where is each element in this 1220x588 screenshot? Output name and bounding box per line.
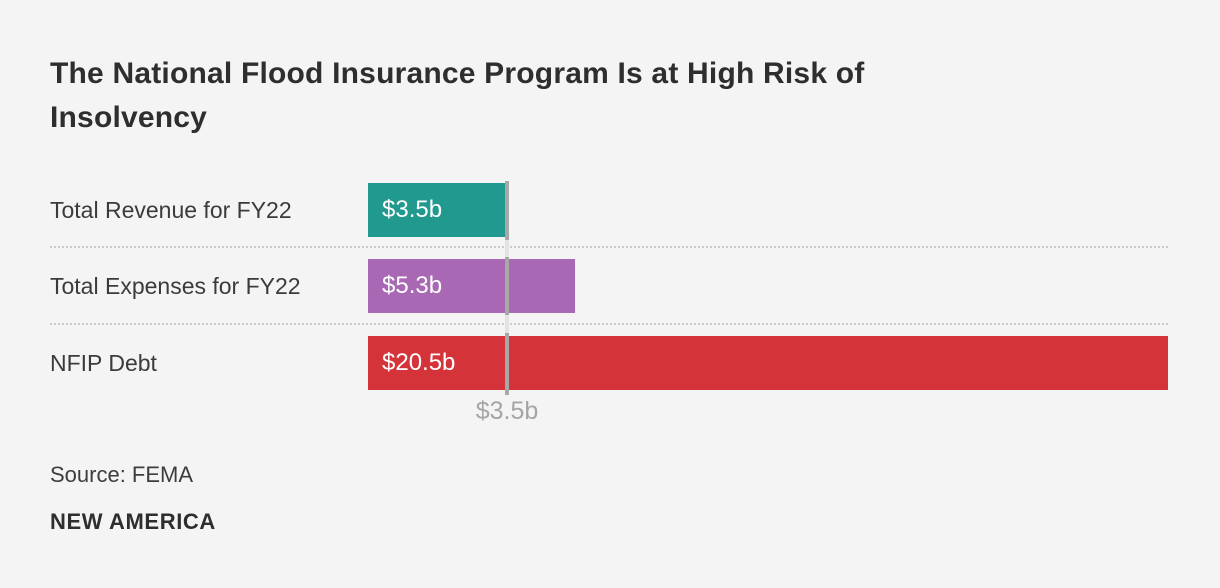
bar-total-expenses: $5.3b — [368, 259, 575, 313]
bar-value-total-expenses: $5.3b — [382, 272, 443, 299]
bar-value-nfip-debt: $20.5b — [382, 349, 456, 376]
bar-row-total-expenses: Total Expenses for FY22 $5.3b — [0, 259, 1220, 313]
row-separator — [50, 246, 1168, 248]
reference-line-segment — [505, 257, 509, 315]
row-separator — [50, 323, 1168, 325]
reference-line-segment — [505, 181, 509, 240]
bar-total-revenue: $3.5b — [368, 183, 505, 237]
reference-line-segment — [505, 333, 509, 395]
reference-line-label: $3.5b — [475, 397, 539, 425]
bar-label-total-expenses: Total Expenses for FY22 — [50, 273, 301, 299]
bar-label-total-revenue: Total Revenue for FY22 — [50, 197, 292, 223]
bar-nfip-debt: $20.5b — [368, 336, 1168, 390]
chart-title: The National Flood Insurance Program Is … — [50, 57, 865, 134]
brand-logo: NEW AMERICA — [50, 509, 216, 534]
bar-label-nfip-debt: NFIP Debt — [50, 350, 157, 376]
bar-value-total-revenue: $3.5b — [382, 196, 443, 223]
reference-line — [505, 181, 509, 395]
bar-row-total-revenue: Total Revenue for FY22 $3.5b — [0, 183, 1220, 237]
source-note: Source: FEMA — [50, 462, 194, 487]
bar-row-nfip-debt: NFIP Debt $20.5b — [0, 336, 1220, 390]
